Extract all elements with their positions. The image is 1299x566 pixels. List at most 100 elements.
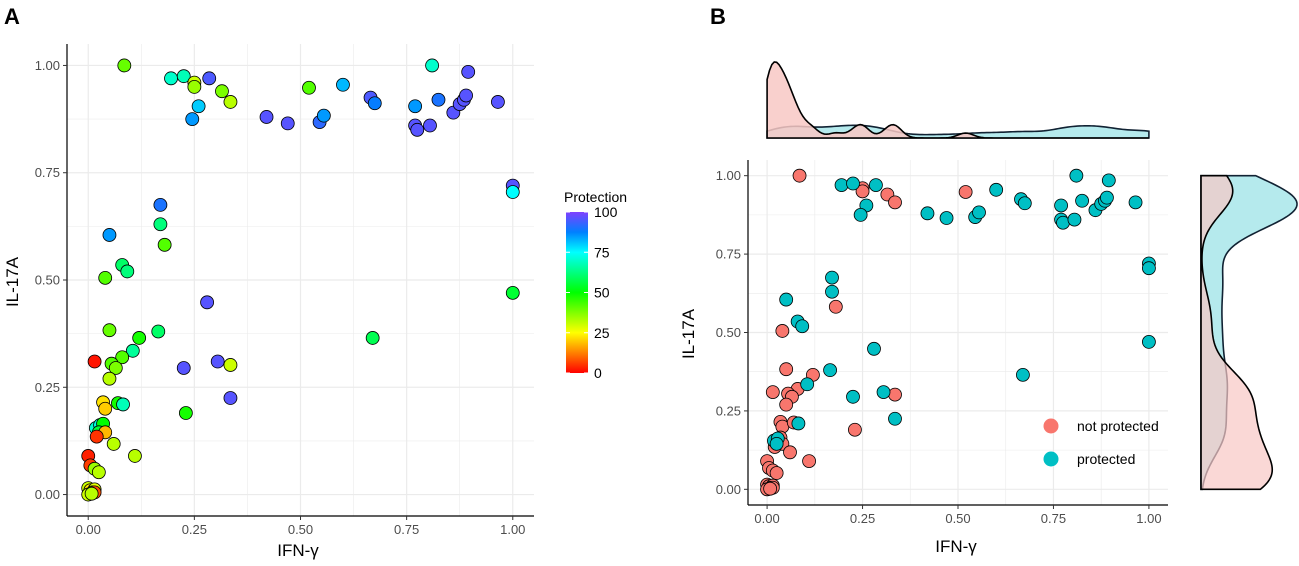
panel-b-x-tick-label: 0.25 — [850, 511, 875, 526]
scatter-point-not-protected — [763, 481, 778, 496]
scatter-point-protected — [1017, 196, 1032, 211]
scatter-point — [89, 429, 104, 444]
scatter-point-protected — [939, 211, 954, 225]
scatter-point — [259, 110, 274, 124]
scatter-point-protected — [1069, 168, 1084, 183]
panel-a-y-tick-label: 0.50 — [35, 273, 60, 288]
panel-b-x-tick-label: 0.00 — [754, 511, 779, 526]
scatter-point-protected — [769, 436, 784, 451]
scatter-point — [202, 71, 217, 86]
scatter-point — [87, 354, 102, 369]
panel-b-label: B — [710, 4, 726, 29]
density-top-not-protected — [766, 61, 1149, 139]
panel-a-points — [81, 58, 520, 502]
density-right-not-protected — [1200, 174, 1274, 491]
scatter-point — [102, 323, 117, 338]
legend-swatch-protected — [1043, 451, 1059, 467]
legend-tick-label: 0 — [594, 365, 602, 381]
scatter-point — [128, 449, 142, 463]
panel-a-xlabel: IFN-γ — [277, 541, 319, 560]
legend-swatch-not-protected — [1043, 418, 1059, 434]
scatter-point — [185, 112, 200, 126]
scatter-point-protected — [825, 270, 839, 285]
scatter-point-protected — [795, 319, 810, 334]
scatter-point-not-protected — [783, 445, 797, 460]
panel-a-axes: 0.00 0.00 0.25 0.25 0.50 0.50 0.75 0.75 1.00 1.00 — [35, 44, 534, 537]
scatter-point — [505, 285, 520, 300]
scatter-point-protected — [867, 341, 881, 356]
scatter-point — [106, 437, 121, 451]
scatter-point — [367, 96, 382, 111]
scatter-point — [210, 354, 225, 369]
scatter-point-not-protected — [779, 362, 794, 377]
panel-a-label: A — [4, 4, 20, 29]
scatter-point — [505, 185, 520, 199]
scatter-point — [157, 237, 172, 252]
scatter-point — [120, 264, 135, 279]
scatter-point — [365, 331, 380, 345]
panel-a-ylabel: IL-17A — [3, 256, 22, 307]
panel-a-y-tick-label: 1.00 — [35, 58, 60, 73]
scatter-point-not-protected — [792, 168, 807, 183]
scatter-point — [132, 331, 147, 345]
scatter-point-protected — [846, 389, 860, 404]
scatter-point-protected — [800, 377, 815, 392]
legend-label-protected: protected — [1077, 451, 1135, 467]
scatter-point-protected — [1075, 193, 1089, 208]
scatter-point-protected — [989, 182, 1004, 197]
scatter-point — [223, 95, 238, 109]
scatter-point-not-protected — [769, 466, 784, 480]
group-legend: not protected protected — [1043, 418, 1159, 467]
scatter-point — [187, 80, 202, 94]
scatter-point-protected — [834, 178, 849, 192]
marginal-density-top — [766, 61, 1150, 139]
panel-a-x-tick-label: 0.00 — [76, 522, 101, 537]
scatter-point — [459, 88, 473, 103]
scatter-point-not-protected — [958, 185, 973, 199]
scatter-point — [84, 486, 99, 501]
scatter-point-protected — [846, 176, 860, 191]
panel-b-ylabel: IL-17A — [679, 308, 698, 359]
scatter-point — [425, 58, 440, 73]
panel-a-x-tick-label: 0.50 — [288, 522, 313, 537]
scatter-point — [178, 406, 193, 420]
protection-legend-ticks: 0 25 50 75 100 — [566, 204, 618, 381]
scatter-point-protected — [1128, 195, 1143, 210]
legend-tick-label: 25 — [594, 325, 610, 341]
scatter-point-protected — [1056, 215, 1070, 230]
scatter-point — [153, 198, 168, 212]
scatter-point-not-protected — [828, 299, 843, 314]
scatter-point-protected — [853, 207, 868, 222]
panel-b-xlabel: IFN-γ — [935, 537, 977, 556]
marginal-density-right — [1200, 174, 1298, 491]
panel-a-y-tick-label: 0.25 — [35, 380, 60, 395]
scatter-point-protected — [825, 284, 839, 299]
scatter-point-not-protected — [855, 184, 870, 199]
scatter-point — [280, 116, 295, 131]
scatter-point — [215, 84, 229, 99]
scatter-point-not-protected — [775, 324, 790, 338]
scatter-point — [115, 350, 130, 365]
panel-a-x-tick-label: 1.00 — [500, 522, 525, 537]
panel-a-y-tick-label: 0.75 — [35, 165, 60, 180]
scatter-point-not-protected — [848, 422, 862, 437]
scatter-point-protected — [972, 205, 986, 220]
legend-label-not-protected: not protected — [1077, 418, 1159, 434]
protection-legend: Protection 0 25 50 75 100 — [564, 189, 627, 381]
scatter-point-protected — [1142, 335, 1156, 349]
scatter-point — [98, 270, 113, 285]
scatter-point — [336, 77, 350, 92]
panel-a-x-tick-label: 0.25 — [182, 522, 207, 537]
scatter-point-protected — [823, 363, 837, 378]
scatter-point-protected — [876, 385, 891, 399]
scatter-point-protected — [888, 411, 902, 426]
scatter-point — [153, 217, 168, 232]
scatter-point-protected — [1142, 261, 1156, 276]
scatter-point — [408, 99, 423, 114]
scatter-point-protected — [791, 416, 806, 431]
scatter-point — [200, 295, 215, 310]
scatter-point — [117, 58, 132, 73]
panel-a: A 0.00 0.00 0.25 0.25 0.50 0.50 0.75 0.75 1.00 1.… — [3, 4, 627, 560]
scatter-point — [223, 358, 238, 372]
